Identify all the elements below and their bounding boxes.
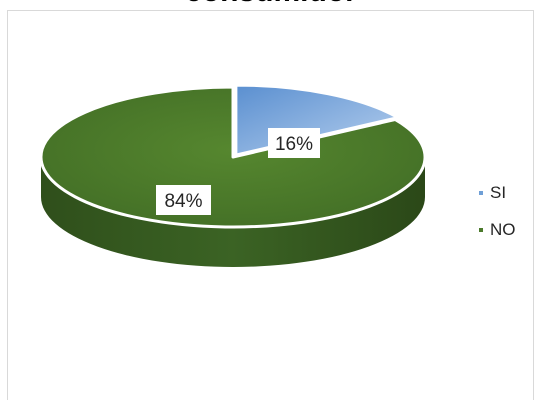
svg-text:16%: 16%: [275, 134, 313, 155]
legend-swatch: [479, 191, 483, 195]
legend-label: NO: [490, 220, 516, 239]
chart-title: consumidor: [0, 0, 542, 12]
data-label-si: 16%: [268, 128, 320, 158]
data-label-no: 84%: [156, 185, 211, 215]
svg-text:84%: 84%: [164, 191, 202, 212]
legend-item-no: NO: [479, 220, 516, 239]
chart-frame: [7, 10, 534, 400]
legend-swatch: [479, 228, 483, 232]
legend-label: SI: [490, 183, 506, 202]
pie-side-wall: [41, 157, 425, 267]
pie-slice-no: [39, 85, 427, 229]
legend-item-si: SI: [479, 183, 506, 202]
